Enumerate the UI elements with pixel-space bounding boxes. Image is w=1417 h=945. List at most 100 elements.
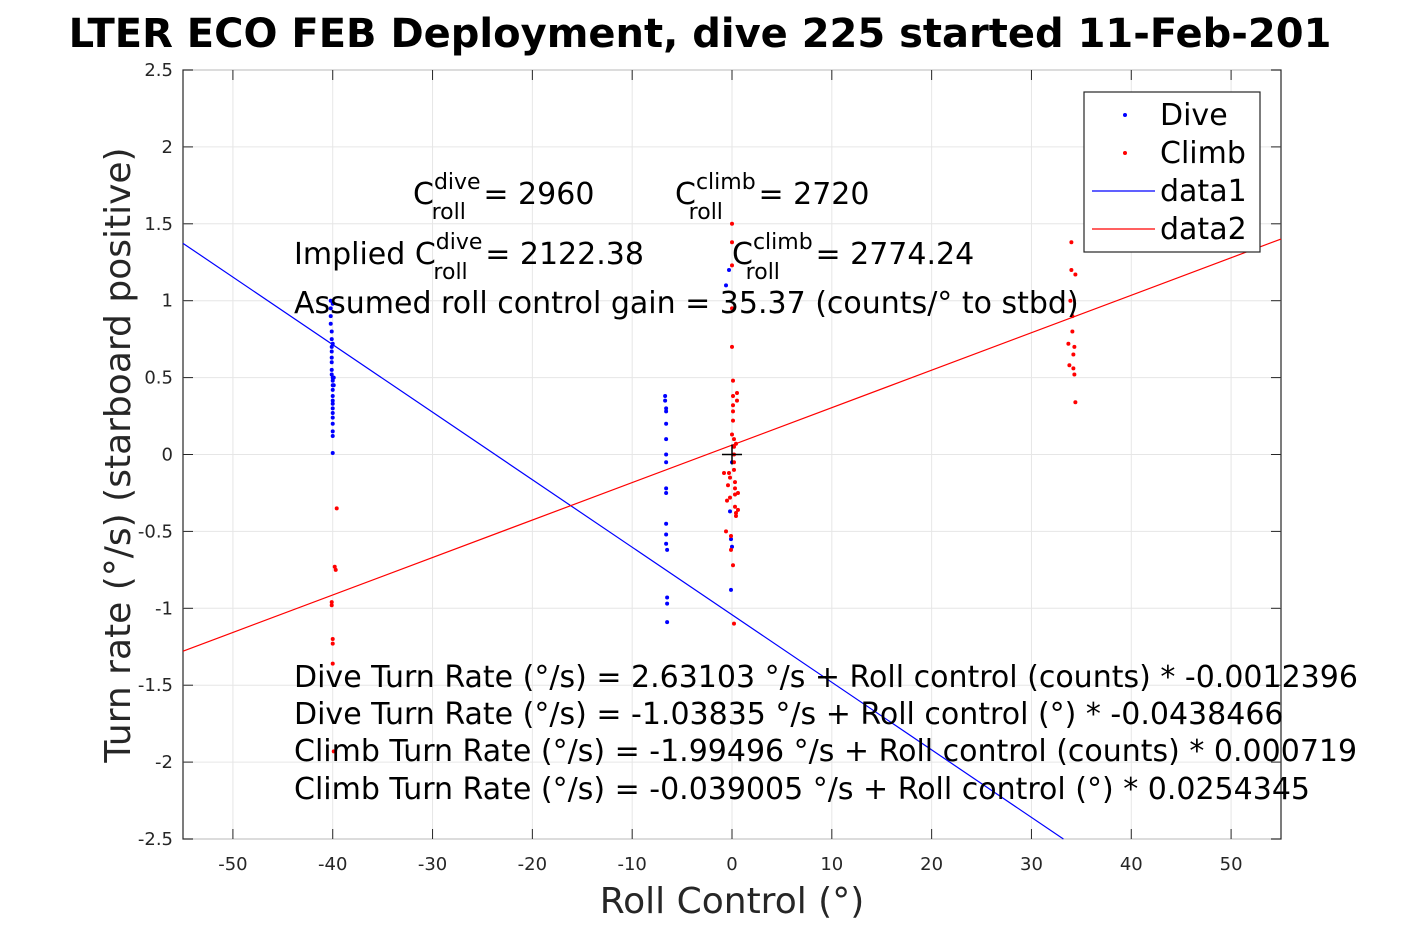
climb-point xyxy=(730,306,734,311)
y-tick-labels: 2.5 2 1.5 1 0.5 0 -0.5 -1 -1.5 -2 -2.5 xyxy=(138,60,173,850)
dive-point xyxy=(328,306,333,311)
climb-point xyxy=(732,480,737,485)
y-tick-label: 2.5 xyxy=(144,60,173,81)
climb-point xyxy=(730,409,735,414)
climb-point xyxy=(329,603,334,608)
climb-point xyxy=(731,444,736,449)
legend-data1-label: data1 xyxy=(1160,174,1247,209)
climb-point xyxy=(1072,372,1077,377)
dive-point xyxy=(331,383,336,388)
climb-point xyxy=(731,467,736,472)
dive-point xyxy=(330,410,335,415)
dive-point xyxy=(330,378,335,383)
dive-point xyxy=(729,537,734,542)
dive-point xyxy=(329,367,334,372)
dive-point xyxy=(330,401,335,406)
dive-point xyxy=(727,267,732,272)
dive-point xyxy=(329,344,334,349)
dive-point xyxy=(328,298,333,303)
y-tick-label: -1.5 xyxy=(138,675,173,696)
c-dive-annotation: Cdive roll = 2960 xyxy=(413,170,594,225)
dive-point xyxy=(664,541,669,546)
dive-point xyxy=(664,521,669,526)
climb-point xyxy=(730,240,734,245)
climb-point xyxy=(722,470,727,475)
dive-point xyxy=(664,486,669,491)
climb-point xyxy=(330,637,335,642)
climb-point xyxy=(733,441,738,446)
legend-climb-label: Climb xyxy=(1160,136,1246,171)
roll-gain-annotation: Assumed roll control gain = 35.37 (count… xyxy=(294,286,1079,321)
climb-counts-equation: Climb Turn Rate (°/s) = -1.99496 °/s + R… xyxy=(294,734,1357,769)
climb-point xyxy=(1070,329,1075,334)
x-tick-label: 50 xyxy=(1220,854,1243,875)
dive-point xyxy=(330,406,335,411)
dive-point xyxy=(331,375,336,380)
climb-point xyxy=(730,403,735,408)
climb-point xyxy=(733,510,738,515)
climb-point xyxy=(1070,314,1075,319)
climb-point xyxy=(1071,366,1076,371)
legend-box xyxy=(1083,91,1261,253)
x-tick-labels: -50 -40 -30 -20 -10 0 10 20 30 40 50 xyxy=(218,854,1242,875)
climb-point xyxy=(730,394,735,399)
climb-point xyxy=(734,390,739,395)
y-tick-label: -2.5 xyxy=(138,829,173,850)
dive-point xyxy=(664,437,669,442)
climb-point xyxy=(730,563,735,568)
climb-point xyxy=(729,534,734,539)
y-tick-label: 2 xyxy=(162,137,173,158)
y-tick-label: -1 xyxy=(155,598,173,619)
climb-point xyxy=(331,749,336,754)
dive-point xyxy=(664,421,669,426)
climb-point xyxy=(731,460,736,465)
y-axis-label: Turn rate (°/s) (starboard positive) xyxy=(98,147,139,763)
x-tick-label: 10 xyxy=(820,854,843,875)
dive-point xyxy=(664,490,669,495)
x-tick-label: 0 xyxy=(726,854,737,875)
dive-point xyxy=(663,394,668,399)
annotations: Cdive roll = 2960 Cclimb roll = 2720 Impli… xyxy=(294,170,1358,807)
dive-point xyxy=(729,587,734,592)
x-tick-label: -30 xyxy=(418,854,447,875)
x-tick-label: -40 xyxy=(318,854,347,875)
dive-point xyxy=(330,387,335,392)
climb-point xyxy=(1073,272,1078,277)
climb-point xyxy=(729,547,734,552)
dive-point xyxy=(329,349,334,354)
dive-point xyxy=(664,406,669,411)
climb-point xyxy=(725,498,730,503)
climb-point xyxy=(1067,363,1072,368)
climb-point xyxy=(330,641,335,646)
y-tick-label: -2 xyxy=(155,752,173,773)
data1-fit-line xyxy=(182,242,1064,840)
climb-point xyxy=(330,661,335,666)
dive-point xyxy=(328,314,333,319)
dive-point xyxy=(728,509,733,514)
climb-point xyxy=(1071,352,1076,357)
legend-data2-label: data2 xyxy=(1160,212,1247,247)
climb-point xyxy=(731,437,736,442)
dive-point xyxy=(730,544,734,549)
legend-climb-marker xyxy=(1123,151,1127,155)
x-tick-label: -20 xyxy=(518,854,547,875)
climb-point xyxy=(1069,267,1074,272)
climb-point xyxy=(730,221,734,226)
dive-counts-equation: Dive Turn Rate (°/s) = 2.63103 °/s + Rol… xyxy=(294,660,1358,695)
climb-point xyxy=(1069,240,1074,245)
climb-point xyxy=(727,470,732,475)
dive-point xyxy=(724,283,729,288)
climb-point xyxy=(329,600,334,605)
x-tick-label: 30 xyxy=(1020,854,1043,875)
climb-point xyxy=(733,514,738,519)
climb-point xyxy=(1073,400,1078,405)
dive-point xyxy=(330,421,335,426)
climb-point xyxy=(732,504,737,509)
x-tick-label: -10 xyxy=(617,854,646,875)
climb-point xyxy=(732,492,737,497)
y-tick-label: 0 xyxy=(162,445,173,466)
x-tick-label: -50 xyxy=(218,854,247,875)
climb-point xyxy=(735,490,740,495)
x-axis-label: Roll Control (°) xyxy=(600,881,865,922)
dive-point xyxy=(329,355,334,360)
